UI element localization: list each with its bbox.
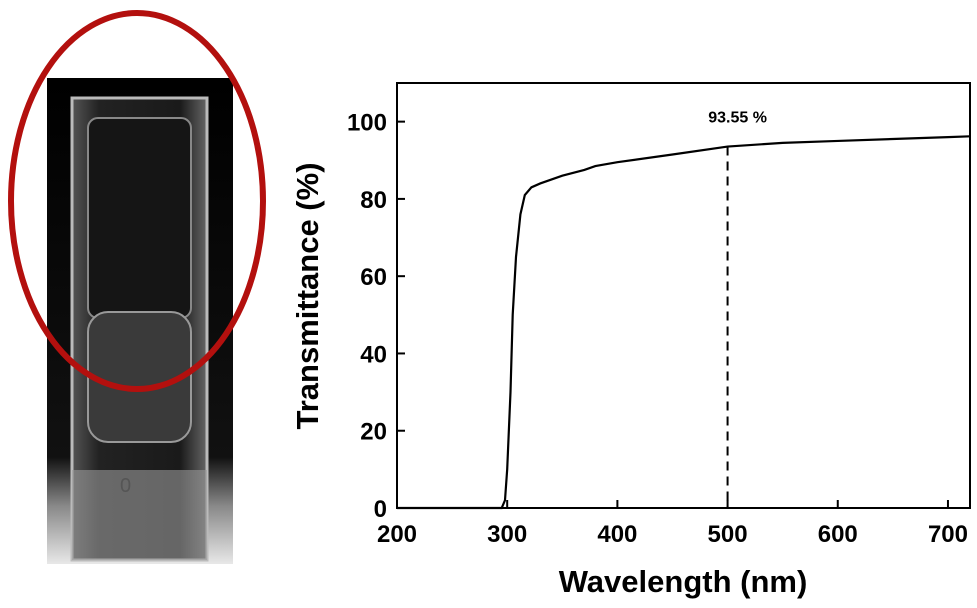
x-tick-label: 600: [818, 521, 858, 548]
x-tick-label: 300: [487, 521, 527, 548]
x-tick-label: 200: [377, 521, 417, 548]
annotation-label: 93.55 %: [708, 110, 767, 127]
x-tick-label: 700: [928, 521, 968, 548]
y-tick-label: 40: [360, 341, 387, 368]
y-tick-label: 0: [374, 496, 387, 523]
line-series: [397, 135, 971, 510]
plot-frame: [396, 82, 971, 509]
x-tick-label: 500: [708, 521, 748, 548]
photo: 0: [8, 10, 266, 564]
y-tick-label: 60: [360, 264, 387, 291]
x-axis-label: Wavelength (nm): [559, 564, 808, 599]
svg-text:0: 0: [120, 475, 131, 497]
x-tick-label: 400: [597, 521, 637, 548]
y-tick-label: 100: [347, 110, 387, 137]
y-tick-label: 80: [360, 187, 387, 214]
y-tick-label: 20: [360, 419, 387, 446]
y-axis-label: Transmittance (%): [290, 162, 325, 429]
